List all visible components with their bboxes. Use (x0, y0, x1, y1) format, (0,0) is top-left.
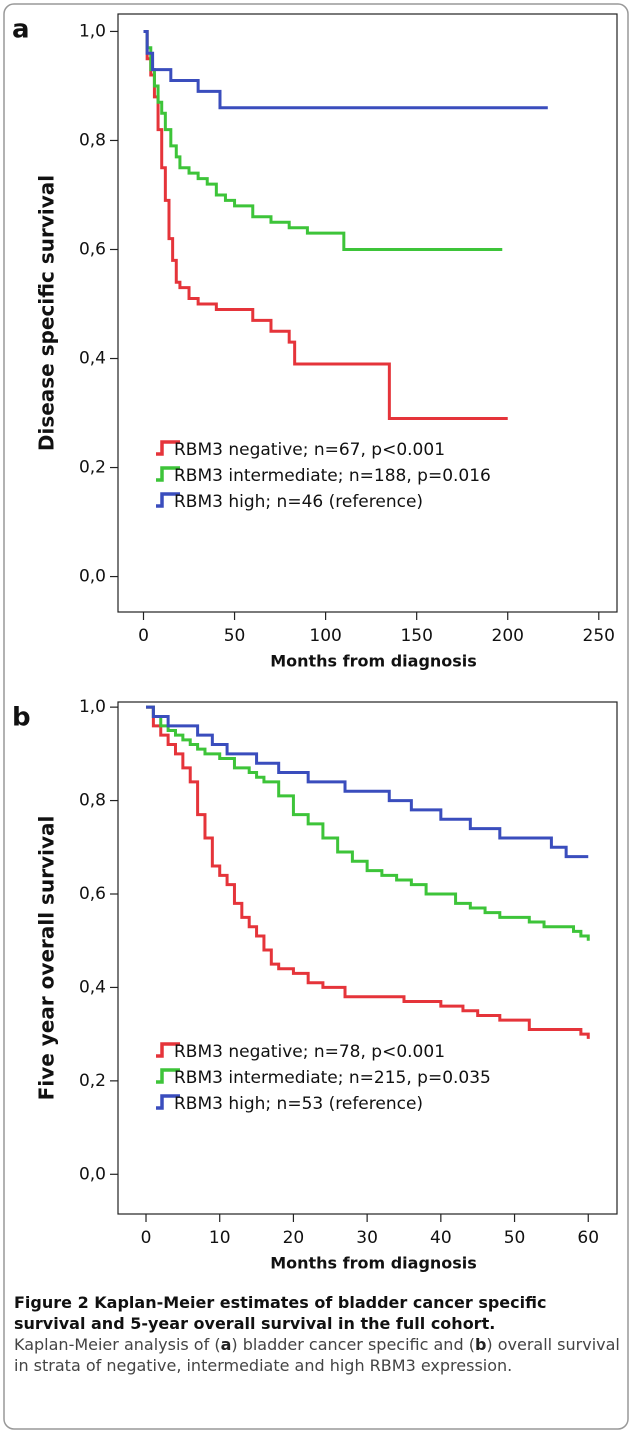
y-tick-label: 1,0 (79, 697, 106, 717)
caption: Figure 2 Kaplan-Meier estimates of bladd… (14, 1292, 620, 1376)
y-axis-label: Disease specific survival (35, 175, 59, 451)
x-tick-label: 0 (138, 626, 149, 646)
legend-label: RBM3 negative; n=78, p<0.001 (174, 1042, 445, 1062)
survival-curve (146, 705, 590, 1039)
legend-swatch (156, 1068, 180, 1084)
plot-frame (117, 13, 618, 613)
legend-swatch (156, 440, 180, 456)
legend-label: RBM3 high; n=46 (reference) (174, 492, 423, 512)
survival-curve (143, 29, 503, 251)
y-tick-label: 0,6 (79, 239, 106, 259)
legend-label: RBM3 negative; n=67, p<0.001 (174, 440, 445, 460)
plot-frame (117, 701, 618, 1215)
legend-swatch (156, 466, 180, 482)
x-tick-label: 20 (283, 1228, 305, 1248)
legend-label: RBM3 intermediate; n=215, p=0.035 (174, 1068, 491, 1088)
x-tick-label: 200 (492, 626, 524, 646)
y-tick-label: 0,0 (79, 1164, 106, 1184)
y-tick-label: 0,6 (79, 884, 106, 904)
panel-label: a (12, 15, 30, 45)
x-tick-label: 0 (141, 1228, 152, 1248)
caption-body: Kaplan-Meier analysis of (a) bladder can… (14, 1334, 620, 1376)
y-tick-label: 0,0 (79, 567, 106, 587)
caption-title: Figure 2 Kaplan-Meier estimates of bladd… (14, 1293, 547, 1333)
caption-text: a (220, 1335, 232, 1354)
caption-text: ) overall survival in strata of negative… (14, 1335, 620, 1375)
y-axis-label: Five year overall survival (35, 816, 59, 1101)
x-tick-label: 250 (583, 626, 615, 646)
x-tick-label: 50 (504, 1228, 526, 1248)
caption-text: b (474, 1335, 487, 1354)
legend-label: RBM3 intermediate; n=188, p=0.016 (174, 466, 491, 486)
y-tick-label: 0,8 (79, 791, 106, 811)
legend-swatch (156, 1042, 180, 1058)
x-tick-label: 60 (577, 1228, 599, 1248)
y-tick-label: 0,4 (79, 977, 106, 997)
legend-label: RBM3 high; n=53 (reference) (174, 1094, 423, 1114)
legend-swatch (156, 1094, 180, 1110)
caption-text: ) bladder cancer specific and ( (231, 1335, 475, 1354)
x-tick-label: 150 (400, 626, 432, 646)
y-tick-label: 0,4 (79, 349, 106, 369)
panel-label: b (12, 703, 31, 733)
figure-border (3, 3, 629, 1430)
caption-text: Kaplan-Meier analysis of ( (14, 1335, 221, 1354)
y-tick-label: 0,2 (79, 458, 106, 478)
x-tick-label: 10 (209, 1228, 231, 1248)
y-tick-label: 0,8 (79, 130, 106, 150)
survival-curve (146, 705, 590, 941)
survival-curve (146, 705, 589, 859)
y-tick-label: 1,0 (79, 21, 106, 41)
x-axis-label: Months from diagnosis (270, 652, 477, 671)
x-tick-label: 40 (430, 1228, 452, 1248)
survival-curve (143, 29, 548, 110)
x-tick-label: 100 (309, 626, 341, 646)
legend-swatch (156, 492, 180, 508)
x-axis-label: Months from diagnosis (270, 1254, 477, 1273)
y-tick-label: 0,2 (79, 1071, 106, 1091)
x-tick-label: 50 (224, 626, 246, 646)
x-tick-label: 30 (356, 1228, 378, 1248)
